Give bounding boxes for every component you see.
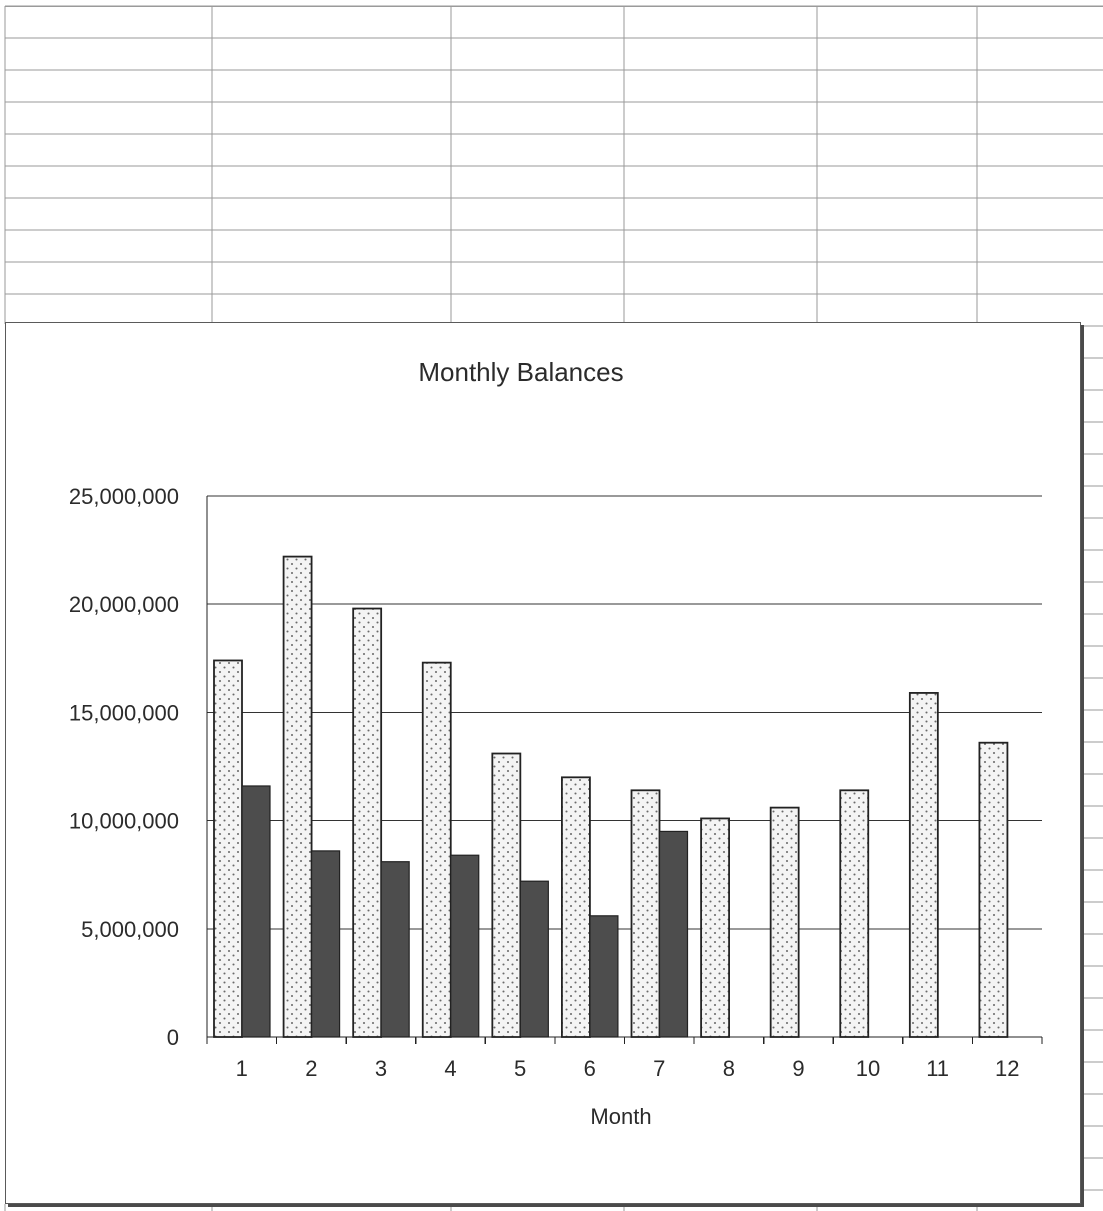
x-tick-label: 2 [305,1056,317,1081]
x-tick-label: 10 [856,1056,880,1081]
y-tick-label: 5,000,000 [81,917,179,942]
x-tick-label: 12 [995,1056,1019,1081]
bar-series-2 [380,861,410,1038]
bar-series-1 [421,661,452,1038]
bar-series-2 [241,785,271,1038]
bar-series-1 [630,789,661,1038]
bar-series-1 [213,659,243,1038]
bar-series-1 [700,817,730,1038]
y-tick-label: 10,000,000 [69,809,179,834]
x-tick-label: 5 [514,1056,526,1081]
bar-series-2 [589,915,619,1038]
x-tick-label: 7 [653,1056,665,1081]
bar-series-1 [839,789,870,1038]
x-tick-label: 4 [444,1056,456,1081]
monthly-balances-chart: Monthly Balances 0 5,000,000 10,000,000 15,… [69,357,1043,1129]
x-tick-label: 8 [723,1056,735,1081]
bar-series-2 [519,880,549,1038]
bar-series-1 [352,607,383,1038]
x-tick-label: 3 [375,1056,387,1081]
x-tick-label: 9 [792,1056,804,1081]
x-axis-title: Month [590,1104,651,1129]
bar-series-1 [561,776,591,1038]
bar-series-1 [978,741,1009,1038]
chart-area[interactable]: Monthly Balances 0 5,000,000 10,000,000 15,… [5,322,1081,1204]
y-tick-label: 20,000,000 [69,592,179,617]
bar-series-1 [908,692,939,1038]
bar-series-2 [658,830,689,1038]
bar-series-1 [769,806,800,1038]
x-tick-label: 1 [236,1056,248,1081]
chart-title: Monthly Balances [418,357,623,387]
y-tick-label: 25,000,000 [69,484,179,509]
x-tick-label: 11 [926,1056,949,1081]
bars [213,555,1009,1038]
bar-series-1 [491,752,522,1038]
axes: 0 5,000,000 10,000,000 15,000,000 20,000,000… [69,484,1043,1081]
bar-series-2 [310,850,341,1038]
x-tick-label: 6 [584,1056,596,1081]
bar-series-1 [282,555,313,1038]
y-tick-label: 0 [167,1025,179,1050]
gridlines [207,495,1042,930]
y-tick-label: 15,000,000 [69,700,179,725]
bar-series-2 [450,854,480,1038]
